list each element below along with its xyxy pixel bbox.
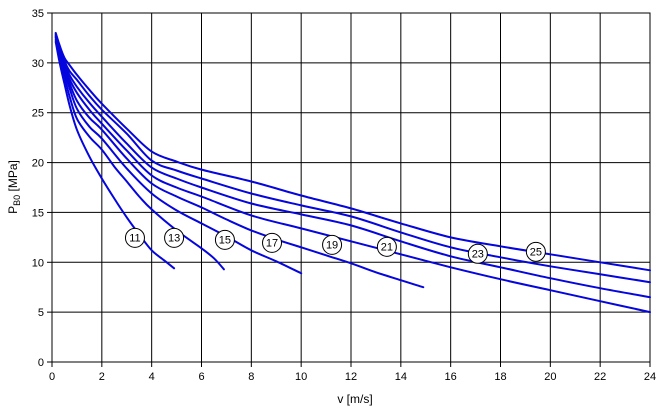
curve-label-layer: 11 13 15 17 19 21 23 25 bbox=[124, 227, 546, 264]
x-axis-title: v [m/s] bbox=[337, 392, 373, 406]
x-tick-label-4: 4 bbox=[149, 371, 155, 383]
y-tick-label-20: 20 bbox=[32, 158, 44, 170]
x-tick-label-10: 10 bbox=[295, 371, 307, 383]
curve-label-circle-19 bbox=[322, 234, 343, 255]
y-tick-label-25: 25 bbox=[32, 108, 44, 120]
curve-15 bbox=[54, 36, 303, 275]
x-tick-label-16: 16 bbox=[445, 371, 457, 383]
grid-layer bbox=[52, 13, 650, 362]
curve-label-text-21: 21 bbox=[381, 242, 393, 254]
curve-13 bbox=[54, 38, 225, 271]
curve-label-text-13: 13 bbox=[168, 233, 180, 245]
curve-label-text-23: 23 bbox=[472, 249, 484, 261]
x-tick-label-6: 6 bbox=[198, 371, 204, 383]
y-axis-title-base: P bbox=[5, 205, 20, 214]
y-tick-label-15: 15 bbox=[32, 207, 44, 219]
x-tick-label-8: 8 bbox=[248, 371, 254, 383]
y-axis-title: PB0 [MPa] bbox=[6, 160, 22, 214]
x-tick-label-12: 12 bbox=[345, 371, 357, 383]
y-tick-label-0: 0 bbox=[38, 357, 44, 369]
curve-label-circle-15 bbox=[214, 229, 235, 250]
x-tick-label-18: 18 bbox=[494, 371, 506, 383]
curve-layer bbox=[54, 31, 651, 314]
curve-21 bbox=[54, 33, 651, 299]
x-tick-label-20: 20 bbox=[544, 371, 556, 383]
y-tick-label-35: 35 bbox=[32, 8, 44, 20]
curve-label-text-25: 25 bbox=[530, 247, 542, 259]
curve-label-circle-17 bbox=[262, 232, 283, 253]
x-tick-label-0: 0 bbox=[49, 371, 55, 383]
curve-19 bbox=[54, 34, 651, 314]
y-tick-label-5: 5 bbox=[38, 307, 44, 319]
y-tick-label-30: 30 bbox=[32, 58, 44, 70]
x-tick-label-22: 22 bbox=[594, 371, 606, 383]
curve-label-text-15: 15 bbox=[219, 235, 231, 247]
x-tick-label-14: 14 bbox=[395, 371, 407, 383]
curve-23 bbox=[54, 32, 651, 284]
curve-label-circle-11 bbox=[124, 227, 145, 248]
curve-25 bbox=[54, 31, 651, 272]
curve-label-text-19: 19 bbox=[326, 240, 338, 252]
x-tick-label-2: 2 bbox=[99, 371, 105, 383]
curve-label-circle-13 bbox=[164, 227, 185, 248]
y-axis-title-sub: B0 bbox=[12, 194, 23, 206]
x-tick-label-24: 24 bbox=[644, 371, 656, 383]
y-tick-label-10: 10 bbox=[32, 257, 44, 269]
curve-11 bbox=[54, 40, 176, 270]
curve-label-circle-21 bbox=[376, 236, 397, 257]
curve-label-circle-23 bbox=[467, 243, 488, 264]
curve-17 bbox=[54, 35, 425, 289]
curve-label-text-11: 11 bbox=[129, 233, 140, 245]
y-axis-title-unit: [MPa] bbox=[5, 160, 20, 195]
curve-label-text-17: 17 bbox=[266, 238, 278, 250]
curve-label-circle-25 bbox=[525, 241, 546, 262]
